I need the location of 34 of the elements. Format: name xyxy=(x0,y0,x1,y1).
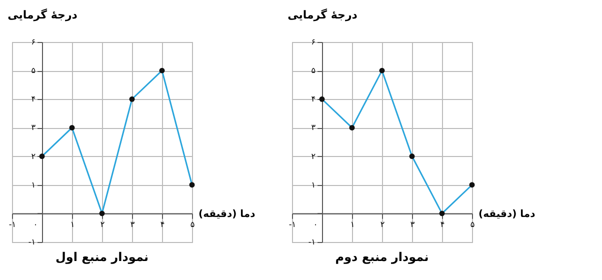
x-tick-label: ۳ xyxy=(130,220,136,229)
y-tick-label: ۶ xyxy=(311,38,316,46)
y-tick-label: ۶ xyxy=(31,38,36,46)
x-axis-title: دما (دقیقه) xyxy=(198,208,256,220)
x-tick-label: ۱ xyxy=(70,220,75,229)
y-tick-label: ۲ xyxy=(31,152,36,161)
text: نمودار منبع اول xyxy=(55,250,149,264)
x-tick-label: ۴ xyxy=(440,220,445,229)
y-tick-label: ۵ xyxy=(31,66,36,76)
x-tick-label: ۲ xyxy=(100,220,105,229)
y-tick-label: -۱ xyxy=(28,238,36,246)
y-axis-title: درجهٔ گرمایی xyxy=(288,8,358,22)
text: نمودار منبع دوم xyxy=(335,250,429,264)
y-axis-title: درجهٔ گرمایی xyxy=(8,8,78,22)
y-tick-label: ۲ xyxy=(311,152,316,161)
x-tick-label: ۵ xyxy=(190,220,195,229)
x-tick-label: ۴ xyxy=(160,220,165,229)
y-tick-label: ۴ xyxy=(31,94,36,104)
x-axis-title: دما (دقیقه) xyxy=(478,208,536,220)
x-tick-label: ۳ xyxy=(410,220,416,229)
x-tick-label: -۱ xyxy=(8,220,16,229)
x-tick-label: ۰ xyxy=(33,220,38,229)
y-tick-label: ۴ xyxy=(311,94,316,104)
y-tick-label: -۱ xyxy=(308,238,316,246)
y-tick-label: ۵ xyxy=(311,66,316,76)
x-tick-label: -۱ xyxy=(288,220,296,229)
x-tick-label: ۵ xyxy=(470,220,475,229)
y-tick-label: ۳ xyxy=(31,123,36,132)
x-tick-label: ۰ xyxy=(313,220,318,229)
y-tick-label: ۱ xyxy=(31,180,36,190)
y-tick-label: ۳ xyxy=(311,123,316,132)
x-tick-label: ۱ xyxy=(350,220,355,229)
x-tick-label: ۲ xyxy=(380,220,385,229)
y-tick-label: ۱ xyxy=(311,180,316,190)
